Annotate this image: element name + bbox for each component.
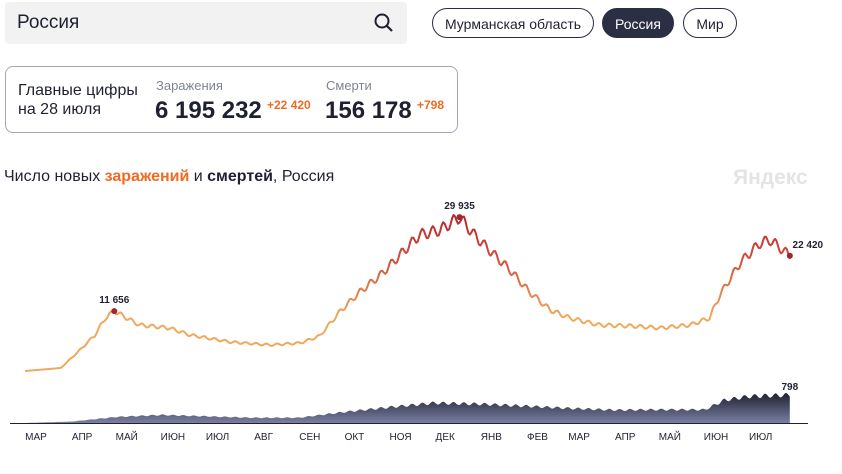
deaths-area bbox=[25, 393, 790, 423]
month-tick-label: ИЮН bbox=[161, 432, 186, 443]
deaths-label: Смерти bbox=[326, 78, 372, 93]
month-tick-label: ОКТ bbox=[345, 432, 365, 443]
caption-line1: Главные цифры bbox=[18, 82, 138, 99]
deaths-total: 156 178 bbox=[325, 97, 412, 124]
month-tick-label: ИЮЛ bbox=[749, 432, 772, 443]
title-pre: Число новых bbox=[4, 168, 105, 185]
data-label: 29 935 bbox=[444, 201, 475, 212]
month-tick-label: АВГ bbox=[254, 432, 273, 443]
data-label: 11 656 bbox=[99, 295, 129, 306]
region-world-button[interactable]: Мир bbox=[683, 8, 737, 38]
deaths-new: +798 bbox=[417, 98, 445, 112]
month-tick-label: ИЮЛ bbox=[206, 432, 229, 443]
cases-label: Заражения bbox=[156, 78, 223, 93]
chart-title: Число новых заражений и смертей, Россия bbox=[4, 168, 334, 186]
month-tick-label: МАР bbox=[568, 432, 590, 443]
month-tick-label: СЕН bbox=[299, 432, 320, 443]
cases-line bbox=[24, 214, 791, 372]
peak-marker bbox=[456, 214, 463, 221]
peak-marker bbox=[786, 252, 793, 259]
month-tick-label: МАЙ bbox=[659, 430, 681, 443]
search-value: Россия bbox=[17, 12, 80, 33]
cases-new: +22 420 bbox=[267, 98, 311, 112]
month-tick-label: ЯНВ bbox=[481, 432, 502, 443]
search-input[interactable]: Россия bbox=[5, 2, 407, 44]
title-mid: и bbox=[189, 168, 208, 185]
summary-caption: Главные цифры на 28 июля bbox=[18, 81, 138, 119]
search-icon[interactable] bbox=[373, 12, 395, 39]
summary-card: Главные цифры на 28 июля Заражения 6 195 … bbox=[5, 66, 458, 133]
month-tick-label: ФЕВ bbox=[527, 432, 548, 443]
data-label: 22 420 bbox=[793, 240, 824, 251]
peak-marker bbox=[111, 308, 118, 315]
month-tick-label: МАЙ bbox=[116, 430, 138, 443]
title-deaths: смертей bbox=[207, 168, 273, 185]
caption-line2: на 28 июля bbox=[18, 101, 102, 118]
region-murmansk-button[interactable]: Мурманская область bbox=[432, 8, 594, 38]
yandex-logo: Яндекс bbox=[733, 166, 808, 189]
title-cases: заражений bbox=[104, 168, 190, 185]
month-tick-label: ИЮН bbox=[704, 432, 729, 443]
month-tick-label: АПР bbox=[615, 432, 636, 443]
title-post: , Россия bbox=[272, 168, 335, 185]
month-tick-label: ДЕК bbox=[436, 432, 455, 443]
month-tick-label: МАР bbox=[25, 432, 47, 443]
data-label: 798 bbox=[781, 382, 798, 393]
month-tick-label: НОЯ bbox=[390, 432, 412, 443]
month-tick-label: АПР bbox=[72, 432, 93, 443]
region-russia-button[interactable]: Россия bbox=[602, 8, 674, 38]
cases-total: 6 195 232 bbox=[155, 97, 262, 124]
